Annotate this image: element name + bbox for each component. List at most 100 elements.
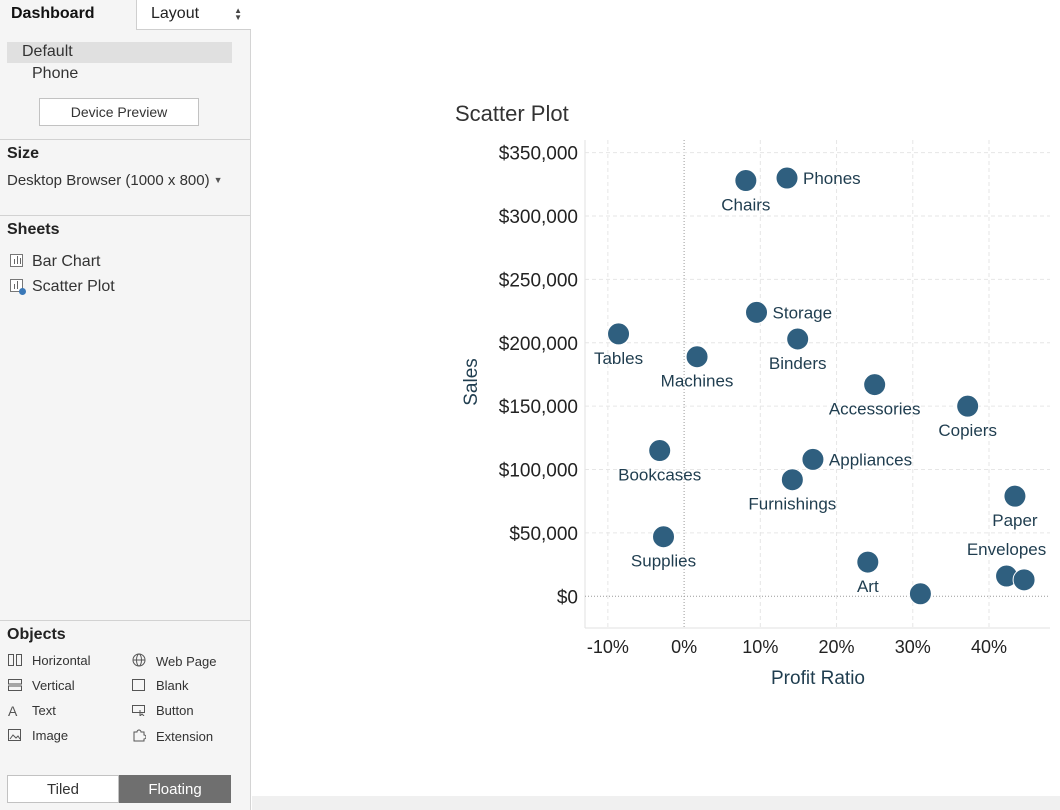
object-horizontal[interactable]: Horizontal bbox=[8, 653, 91, 671]
scatter-point bbox=[856, 550, 880, 574]
x-tick-label: 20% bbox=[819, 637, 855, 657]
y-tick-label: $200,000 bbox=[499, 334, 578, 355]
scatter-chart: Scatter Plot -10% 0% 10% 20% 30% 40% $0 $50,000… bbox=[455, 101, 1050, 689]
object-label: Horizontal bbox=[32, 653, 91, 668]
point-label: Chairs bbox=[721, 196, 770, 215]
tab-layout-label: Layout bbox=[151, 5, 200, 22]
object-image[interactable]: Image bbox=[8, 728, 68, 746]
x-tick-label: 40% bbox=[971, 637, 1007, 657]
y-tick-label: $300,000 bbox=[499, 207, 578, 228]
point-label: Accessories bbox=[829, 400, 921, 419]
point-label: Supplies bbox=[631, 552, 696, 571]
point-label: Copiers bbox=[938, 421, 997, 440]
scatter-point bbox=[956, 394, 980, 418]
scatter-point bbox=[863, 373, 887, 397]
updown-arrows-icon: ▲ ▼ bbox=[234, 6, 242, 22]
scatter-point bbox=[648, 439, 672, 463]
x-axis-label: Profit Ratio bbox=[771, 668, 865, 689]
object-label: Image bbox=[32, 728, 69, 743]
scatter-point bbox=[685, 345, 709, 369]
device-default[interactable]: Default bbox=[7, 42, 232, 63]
pane-tabs: Dashboard Layout ▲ ▼ bbox=[0, 0, 251, 30]
y-tick-label: $100,000 bbox=[499, 461, 578, 482]
point-label: Storage bbox=[773, 303, 833, 322]
device-preview-button[interactable]: Device Preview bbox=[39, 98, 199, 126]
object-vertical[interactable]: Vertical bbox=[8, 678, 75, 696]
x-tick-label: 10% bbox=[742, 637, 778, 657]
object-label: Web Page bbox=[156, 654, 217, 669]
object-extension[interactable]: Extension bbox=[132, 728, 213, 746]
sheet-item-bar-chart[interactable]: Bar Chart bbox=[10, 253, 100, 275]
divider bbox=[0, 620, 250, 621]
y-tick-label: $150,000 bbox=[499, 397, 578, 418]
x-tick-label: 30% bbox=[895, 637, 931, 657]
puzzle-piece-icon bbox=[132, 728, 147, 742]
scatter-sheet-icon bbox=[10, 279, 26, 295]
sheet-item-scatter-plot[interactable]: Scatter Plot bbox=[10, 278, 115, 300]
scatter-point bbox=[652, 525, 676, 549]
sheet-item-label: Scatter Plot bbox=[32, 278, 115, 295]
scatter-point bbox=[1003, 484, 1027, 508]
y-tick-label: $250,000 bbox=[499, 270, 578, 291]
globe-icon bbox=[132, 653, 146, 667]
point-label: Machines bbox=[661, 372, 734, 391]
x-tick-label: -10% bbox=[587, 637, 629, 657]
sheets-section-title: Sheets bbox=[7, 221, 60, 238]
bottom-strip bbox=[252, 796, 1060, 810]
size-value: Desktop Browser (1000 x 800) bbox=[7, 172, 210, 189]
point-label: Phones bbox=[803, 169, 861, 188]
scatter-point bbox=[607, 322, 631, 346]
object-button[interactable]: Button bbox=[132, 703, 194, 721]
object-label: Button bbox=[156, 703, 194, 718]
point-label: Binders bbox=[769, 354, 827, 373]
tab-dashboard[interactable]: Dashboard bbox=[0, 0, 136, 30]
image-icon bbox=[8, 729, 22, 741]
point-label: Bookcases bbox=[618, 466, 701, 485]
object-label: Vertical bbox=[32, 678, 75, 693]
chevron-down-icon: ▼ bbox=[213, 175, 223, 185]
sheet-item-label: Bar Chart bbox=[32, 253, 101, 270]
axis-ticks: -10% 0% 10% 20% 30% 40% $0 $50,000 $100,000 $150,… bbox=[499, 144, 1007, 657]
scatter-point bbox=[780, 468, 804, 492]
point-label: Art bbox=[857, 577, 879, 596]
horizontal-container-icon bbox=[8, 654, 22, 666]
bar-chart-sheet-icon bbox=[10, 254, 23, 267]
scatter-point bbox=[775, 166, 799, 190]
floating-toggle[interactable]: Floating bbox=[119, 775, 231, 803]
y-axis-label: Sales bbox=[461, 358, 482, 406]
object-label: Text bbox=[32, 703, 56, 718]
scatter-point bbox=[734, 169, 758, 193]
y-tick-label: $350,000 bbox=[499, 144, 578, 165]
scatter-point bbox=[1012, 568, 1036, 592]
blank-icon bbox=[132, 679, 146, 691]
object-text[interactable]: A Text bbox=[8, 703, 56, 721]
scatter-point bbox=[786, 327, 810, 351]
object-label: Blank bbox=[156, 678, 189, 693]
point-label: Envelopes bbox=[967, 540, 1046, 559]
y-tick-label: $0 bbox=[557, 587, 578, 608]
data-points: Phones Chairs Storage Tables Binders Machines… bbox=[594, 166, 1046, 606]
point-label: Appliances bbox=[829, 450, 912, 469]
objects-section-title: Objects bbox=[7, 626, 66, 643]
in-use-check-icon bbox=[19, 288, 26, 295]
dashboard-canvas: Scatter Plot -10% 0% 10% 20% 30% 40% $0 $50,000… bbox=[252, 0, 1060, 796]
point-label: Furnishings bbox=[748, 495, 836, 514]
tiled-toggle[interactable]: Tiled bbox=[7, 775, 119, 803]
device-phone[interactable]: Phone bbox=[32, 65, 79, 82]
object-web-page[interactable]: Web Page bbox=[132, 653, 216, 671]
y-tick-label: $50,000 bbox=[509, 524, 578, 545]
vertical-container-icon bbox=[8, 679, 22, 691]
size-section-title: Size bbox=[7, 145, 40, 162]
object-label: Extension bbox=[156, 729, 214, 744]
scatter-point bbox=[801, 447, 825, 471]
dashboard-pane: Dashboard Layout ▲ ▼ Default Phone Device… bbox=[0, 0, 251, 810]
divider bbox=[0, 139, 250, 140]
divider bbox=[0, 215, 250, 216]
size-dropdown[interactable]: Desktop Browser (1000 x 800) ▼ bbox=[7, 172, 237, 192]
chart-title: Scatter Plot bbox=[455, 101, 569, 126]
scatter-point bbox=[745, 300, 769, 324]
object-blank[interactable]: Blank bbox=[132, 678, 189, 696]
tab-layout[interactable]: Layout ▲ ▼ bbox=[136, 0, 251, 30]
point-label: Paper bbox=[992, 511, 1038, 530]
scatter-point bbox=[908, 582, 932, 606]
